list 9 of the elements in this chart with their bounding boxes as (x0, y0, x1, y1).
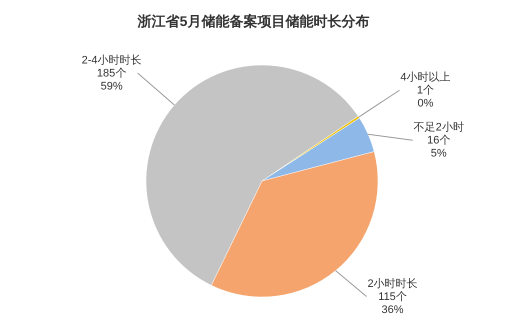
data-label: 16个 5% (427, 134, 450, 160)
slice-label: 4小时以上 (400, 70, 451, 84)
chart-title: 浙江省5月储能备案项目储能时长分布 (136, 13, 370, 29)
data-label: 185个 59% (96, 68, 126, 93)
data-label: 115个 36% (378, 291, 407, 316)
slice-label: 不足2小时 (414, 120, 464, 134)
data-label: 1个 0% (416, 84, 434, 110)
slice-label: 2-4小时时长 (82, 54, 142, 67)
slice-label: 2小时时长 (367, 277, 418, 290)
